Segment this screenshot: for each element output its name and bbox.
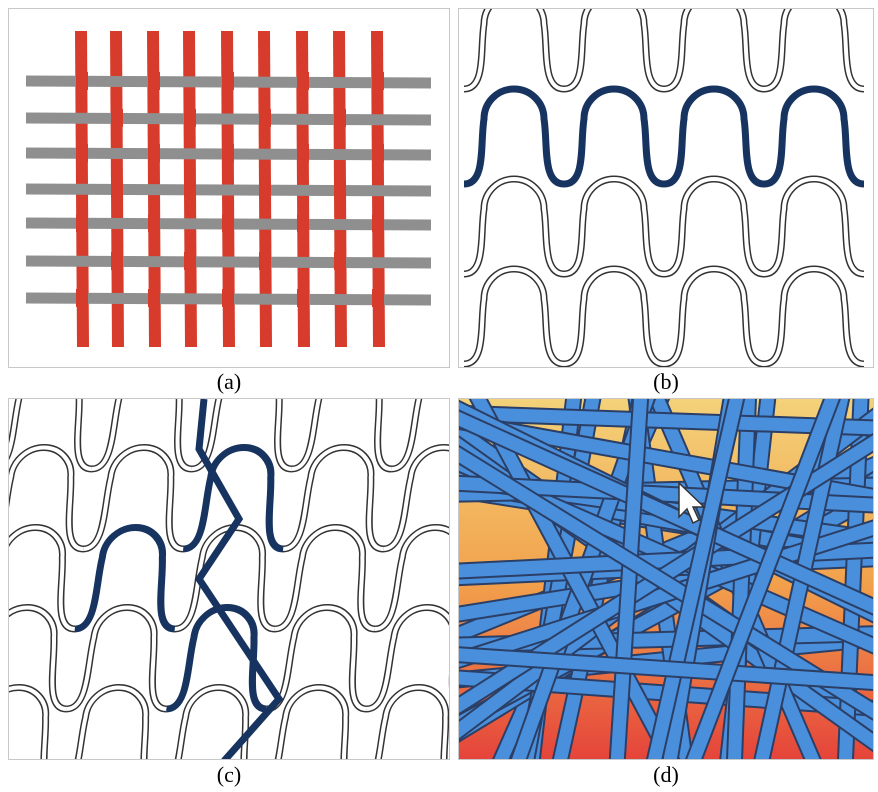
caption: (b) [626,369,706,395]
warp-knit-panel [8,398,450,760]
figure: (a) (b) (c) (d) [0,0,878,792]
yarn [358,688,450,761]
yarn [92,398,203,469]
yarn [292,398,403,469]
yarn [8,688,69,761]
yarn [764,89,864,184]
yarn [464,89,564,184]
weft-yarn [26,261,431,263]
caption: (a) [189,369,269,395]
weft-yarn [26,189,431,191]
yarn [564,89,664,184]
caption: (d) [626,762,706,788]
caption: (c) [189,762,269,788]
yarn [664,89,764,184]
nonwoven-panel [458,398,874,760]
woven-panel [8,8,450,368]
weft-yarn [26,118,431,120]
weft-knit-panel [458,8,874,368]
